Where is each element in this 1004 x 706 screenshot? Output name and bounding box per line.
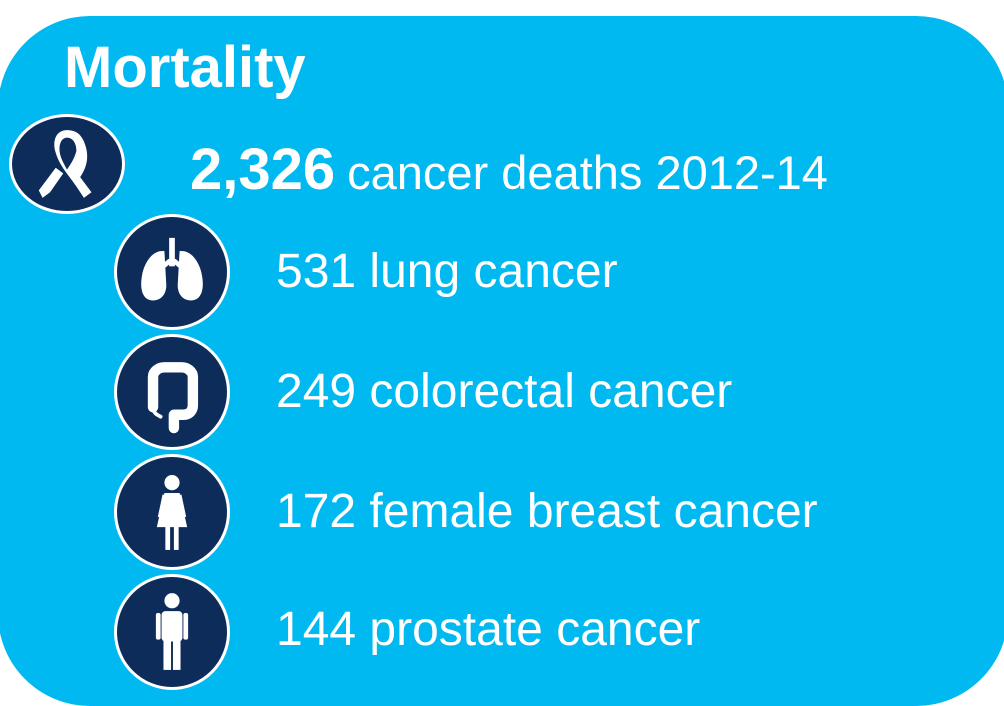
female-breast-cancer-stat: 172 female breast cancer bbox=[276, 485, 818, 538]
total-deaths-label: cancer deaths 2012-14 bbox=[347, 146, 828, 199]
panel-title: Mortality bbox=[64, 35, 306, 100]
colon-icon bbox=[114, 334, 230, 450]
lungs-icon bbox=[114, 214, 230, 330]
prostate-cancer-stat: 144 prostate cancer bbox=[276, 603, 701, 656]
colorectal-cancer-stat: 249 colorectal cancer bbox=[276, 365, 733, 418]
headline: 2,326 cancer deaths 2012-14 bbox=[190, 136, 828, 203]
lung-cancer-stat: 531 lung cancer bbox=[276, 245, 618, 298]
female-figure-icon bbox=[114, 454, 230, 570]
total-deaths-value: 2,326 bbox=[190, 137, 336, 202]
ribbon-icon bbox=[9, 114, 125, 214]
male-figure-icon bbox=[114, 574, 230, 690]
